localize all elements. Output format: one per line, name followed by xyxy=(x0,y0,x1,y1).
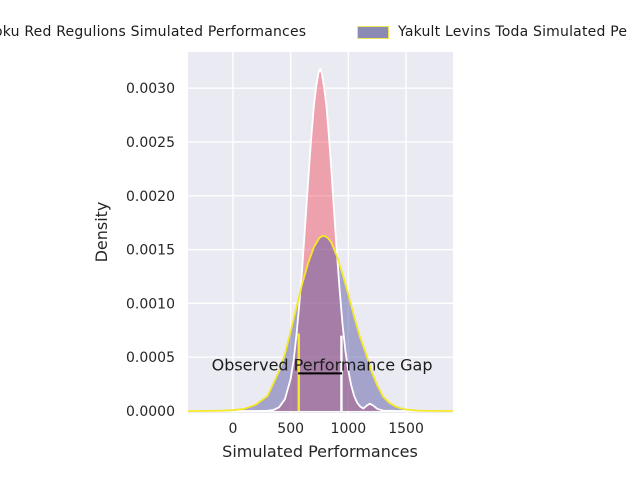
kde-edge-0 xyxy=(188,67,454,412)
x-tick-label: 0 xyxy=(229,421,238,437)
legend-label-red-regulions: oku Red Regulions Simulated Performances xyxy=(0,24,307,40)
observed-gap-annotation: Observed Performance Gap xyxy=(212,356,433,375)
x-tick-label: 1500 xyxy=(388,421,424,437)
marker-lines xyxy=(297,333,343,411)
y-tick-label: 0.0010 xyxy=(126,296,175,312)
plot-area xyxy=(188,52,453,413)
kde-edge-1 xyxy=(187,234,454,412)
kde-curves xyxy=(187,67,454,412)
kde-fill-0 xyxy=(188,68,453,412)
y-tick-label: 0.0005 xyxy=(126,350,175,366)
y-tick-label: 0.0000 xyxy=(126,404,175,420)
y-tick-label: 0.0025 xyxy=(126,135,175,151)
y-axis-label: Density xyxy=(92,202,111,263)
y-tick-label: 0.0030 xyxy=(126,81,175,97)
legend-entry-red-regulions: oku Red Regulions Simulated Performances xyxy=(0,24,306,40)
x-axis-label: Simulated Performances xyxy=(222,442,418,461)
y-tick-label: 0.0020 xyxy=(126,189,175,205)
kde-fill-1 xyxy=(188,235,453,411)
legend-label-yakult: Yakult Levins Toda Simulated Pe xyxy=(398,24,628,40)
x-tick-label: 1000 xyxy=(331,421,367,437)
legend-entry-yakult: Yakult Levins Toda Simulated Pe xyxy=(357,24,627,40)
legend-swatch-yakult-icon xyxy=(357,25,389,39)
y-tick-label: 0.0015 xyxy=(126,243,175,259)
tick-labels: 0 500 1000 1500 0.0000 0.0005 0.0010 0.0015 0.00… xyxy=(126,81,424,437)
x-tick-label: 500 xyxy=(277,421,304,437)
